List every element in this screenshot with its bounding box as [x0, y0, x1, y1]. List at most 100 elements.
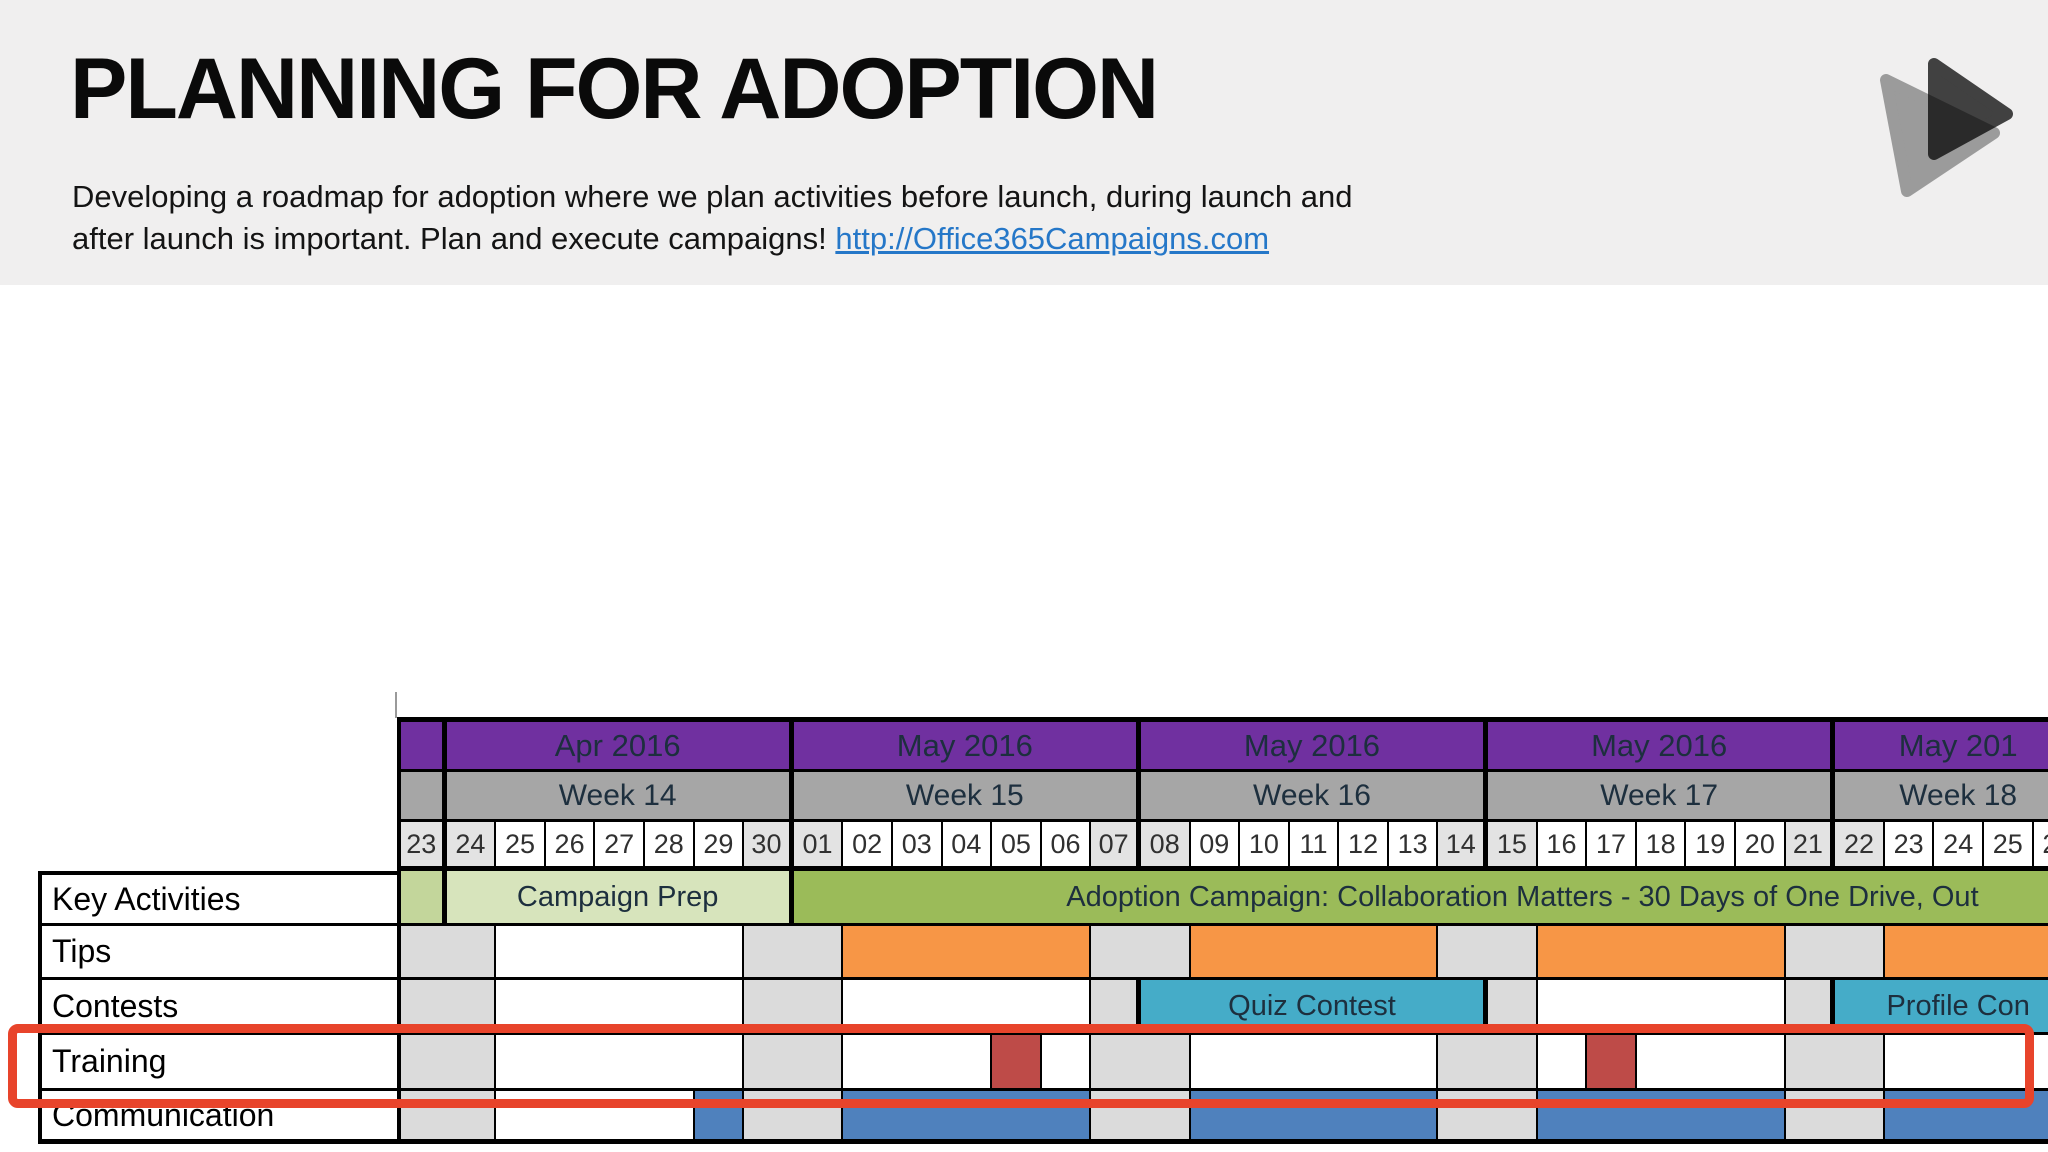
gantt-cell [1091, 980, 1141, 1035]
gantt-cell [843, 926, 1092, 980]
gantt-cell [397, 926, 497, 980]
day-header-cell: 19 [1686, 822, 1737, 871]
slide-subtitle: Developing a roadmap for adoption where … [72, 176, 1352, 260]
play-triangle-front [1928, 58, 2013, 160]
week-header-cell [397, 772, 447, 822]
month-header-cell: May 2016 [793, 717, 1141, 772]
gantt-cell [1190, 926, 1439, 980]
month-header-cell: May 201 [1835, 717, 2048, 772]
month-header-cell [397, 717, 447, 772]
day-header-cell: 04 [942, 822, 993, 871]
gantt-cell [1537, 1091, 1786, 1144]
gantt-cell [1091, 926, 1191, 980]
gantt-cell [1190, 1035, 1439, 1091]
day-header-cell: 26 [2033, 822, 2048, 871]
gantt-cell [1884, 1035, 2048, 1091]
gantt-cell [843, 980, 1092, 1035]
row-label: Contests [38, 980, 397, 1035]
gantt-cell [744, 926, 844, 980]
day-header-cell: 24 [446, 822, 497, 871]
gantt-cell [1091, 1035, 1191, 1091]
gantt-cell [1438, 1035, 1538, 1091]
gantt-table: Apr 2016 May 2016 May 2016 May 2016 May 201 W… [38, 717, 2048, 1144]
header-spacer [38, 822, 397, 871]
week-header-cell: Week 14 [446, 772, 794, 822]
day-header-cell: 17 [1587, 822, 1637, 871]
day-header-cell: 08 [1140, 822, 1191, 871]
play-logo-icon [1880, 58, 2013, 197]
day-header-cell: 01 [793, 822, 844, 871]
day-header-cell: 02 [843, 822, 893, 871]
day-header-cell: 06 [1041, 822, 1092, 871]
week-header-cell: Week 15 [793, 772, 1141, 822]
day-header-cell: 13 [1388, 822, 1439, 871]
day-header-cell: 22 [1835, 822, 1885, 871]
day-header-cell: 23 [397, 822, 447, 871]
gantt-cell [1537, 1035, 1588, 1091]
day-header-cell: 30 [744, 822, 794, 871]
page-title: PLANNING FOR ADOPTION [70, 41, 1159, 137]
gantt-cell [1785, 980, 1836, 1035]
month-header-cell: Apr 2016 [446, 717, 794, 772]
gantt-cell [744, 980, 844, 1035]
header-spacer [38, 772, 397, 822]
month-header-cell: May 2016 [1488, 717, 1836, 772]
gantt-cell [1884, 1091, 2048, 1144]
week-header-cell: Week 16 [1140, 772, 1489, 822]
day-header-cell: 09 [1190, 822, 1241, 871]
gantt-cell [496, 926, 745, 980]
month-header-cell: May 2016 [1140, 717, 1489, 772]
header-spacer [38, 717, 397, 772]
gantt-cell [1190, 1091, 1439, 1144]
gantt-cell [1785, 926, 1885, 980]
subtitle-line-1: Developing a roadmap for adoption where … [72, 179, 1353, 214]
gantt-cell [1785, 1035, 1885, 1091]
column-marker-line [395, 692, 397, 718]
gantt-cell [397, 871, 447, 926]
gantt-cell [1587, 1035, 1637, 1091]
gantt-cell [1091, 1091, 1191, 1144]
day-header-cell: 21 [1785, 822, 1836, 871]
day-header-cell: 25 [1984, 822, 2034, 871]
gantt-cell [1488, 980, 1538, 1035]
gantt-cell [1636, 1035, 1786, 1091]
day-header-cell: 20 [1736, 822, 1786, 871]
gantt-cell [1537, 980, 1786, 1035]
week-header-cell: Week 17 [1488, 772, 1836, 822]
gantt-bar: Campaign Prep [446, 871, 794, 926]
day-header-cell: 07 [1091, 822, 1141, 871]
gantt-cell [1537, 926, 1786, 980]
gantt-bar: Quiz Contest [1140, 980, 1489, 1035]
gantt-cell [397, 1091, 497, 1144]
gantt-cell [744, 1091, 844, 1144]
gantt-cell [1041, 1035, 1092, 1091]
day-header-cell: 25 [496, 822, 546, 871]
day-header-cell: 18 [1636, 822, 1687, 871]
gantt-cell [397, 980, 497, 1035]
day-header-cell: 11 [1289, 822, 1340, 871]
gantt-cell [843, 1035, 993, 1091]
gantt-cell [992, 1035, 1042, 1091]
day-header-cell: 16 [1537, 822, 1588, 871]
day-header-cell: 10 [1240, 822, 1290, 871]
gantt-bar: Adoption Campaign: Collaboration Matters… [793, 871, 2048, 926]
day-header-cell: 26 [545, 822, 596, 871]
day-header-cell: 24 [1934, 822, 1984, 871]
gantt-cell [496, 1035, 745, 1091]
header-band [0, 0, 2048, 285]
gantt-cell [496, 1091, 695, 1144]
campaigns-link[interactable]: http://Office365Campaigns.com [835, 221, 1270, 256]
week-header-cell: Week 18 [1835, 772, 2048, 822]
gantt-cell [496, 980, 745, 1035]
gantt-cell [1785, 1091, 1885, 1144]
row-label: Tips [38, 926, 397, 980]
gantt-cell [1884, 926, 2048, 980]
gantt-cell [694, 1091, 745, 1144]
day-header-cell: 03 [892, 822, 943, 871]
subtitle-line-2: after launch is important. Plan and exec… [72, 221, 836, 256]
day-header-cell: 29 [694, 822, 745, 871]
day-header-cell: 05 [992, 822, 1042, 871]
day-header-cell: 14 [1438, 822, 1489, 871]
gantt-cell [843, 1091, 1092, 1144]
row-label: Training [38, 1035, 397, 1091]
